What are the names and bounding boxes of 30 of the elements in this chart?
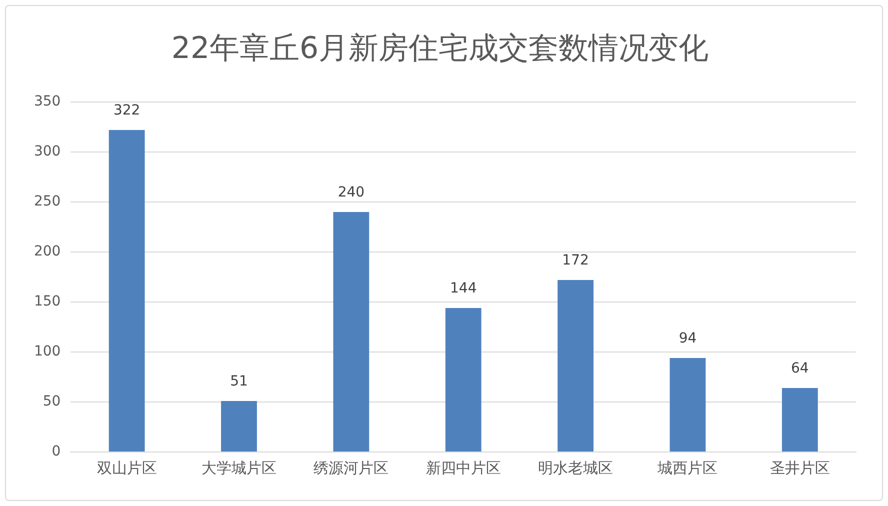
- y-tick-label: 100: [34, 344, 61, 360]
- chart-title: 22年章丘6月新房住宅成交套数情况变化: [171, 30, 709, 66]
- x-tick-label: 双山片区: [96, 458, 157, 477]
- x-tick-label: 大学城片区: [201, 458, 276, 477]
- data-label: 64: [790, 360, 809, 377]
- y-tick-label: 50: [42, 394, 61, 410]
- data-label: 322: [113, 102, 140, 119]
- y-tick-label: 0: [52, 444, 61, 460]
- x-tick-label: 圣井片区: [770, 458, 830, 477]
- data-label: 172: [562, 252, 589, 269]
- bar: [221, 401, 257, 452]
- x-tick-label: 明水老城区: [538, 458, 614, 477]
- data-label: 51: [230, 374, 248, 390]
- y-tick-label: 350: [34, 94, 61, 110]
- bar: [558, 280, 594, 452]
- x-tick-label: 新四中片区: [426, 458, 501, 477]
- data-label: 144: [450, 280, 477, 297]
- y-tick-label: 300: [34, 144, 61, 160]
- bar: [333, 212, 370, 452]
- data-label: 94: [678, 330, 697, 347]
- y-tick-label: 250: [34, 194, 61, 210]
- bar: [445, 308, 482, 452]
- y-tick-label: 200: [34, 244, 61, 260]
- data-label: 240: [338, 184, 365, 201]
- bar: [782, 388, 818, 452]
- bar: [108, 130, 145, 452]
- y-tick-label: 150: [34, 294, 61, 310]
- x-tick-label: 城西片区: [656, 458, 718, 477]
- bar: [670, 358, 706, 452]
- x-tick-label: 绣源河片区: [314, 458, 389, 477]
